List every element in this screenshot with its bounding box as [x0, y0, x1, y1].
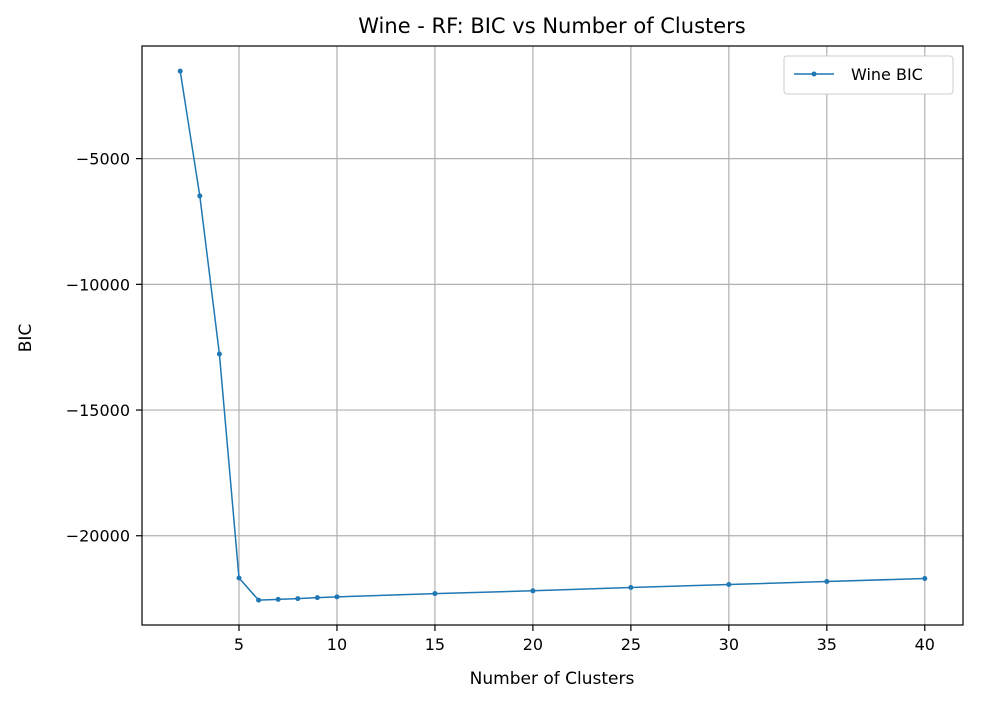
data-point: [432, 591, 438, 597]
x-axis-label: Number of Clusters: [470, 669, 635, 689]
data-point: [256, 597, 262, 603]
data-point: [275, 596, 281, 602]
y-axis-label: BIC: [16, 324, 36, 353]
data-point: [824, 579, 830, 585]
data-point: [197, 193, 203, 199]
x-tick-label: 10: [327, 635, 347, 654]
grid-lines: [142, 46, 963, 625]
x-tick-label: 40: [915, 635, 935, 654]
chart-title: Wine - RF: BIC vs Number of Clusters: [358, 14, 746, 38]
data-point: [628, 585, 634, 591]
y-tick-label: −20000: [66, 527, 130, 546]
legend-label-wine-bic: Wine BIC: [851, 65, 923, 84]
data-point: [216, 351, 222, 357]
y-tick-label: −10000: [66, 275, 130, 294]
data-point: [295, 596, 301, 602]
legend: Wine BIC: [783, 55, 954, 95]
x-tick-label: 15: [425, 635, 445, 654]
plot-frame: [141, 45, 964, 626]
data-point: [530, 588, 536, 594]
data-point: [177, 68, 183, 74]
series-layer: [177, 68, 928, 603]
x-tick-label: 20: [523, 635, 543, 654]
legend-box: [783, 55, 954, 95]
legend-marker-swatch: [811, 71, 817, 77]
y-axis-ticks: −5000 −10000 −15000 −20000: [66, 150, 142, 546]
y-tick-label: −5000: [76, 150, 130, 169]
data-point: [334, 594, 340, 600]
x-tick-label: 5: [234, 635, 244, 654]
y-tick-label: −15000: [66, 401, 130, 420]
x-tick-label: 25: [621, 635, 641, 654]
x-tick-label: 30: [719, 635, 739, 654]
x-tick-label: 35: [817, 635, 837, 654]
x-axis-ticks: 5 10 15 20 25 30 35 40: [234, 625, 935, 654]
data-point: [314, 595, 320, 601]
data-point: [922, 575, 928, 581]
data-point: [236, 575, 242, 581]
data-point: [726, 582, 732, 588]
